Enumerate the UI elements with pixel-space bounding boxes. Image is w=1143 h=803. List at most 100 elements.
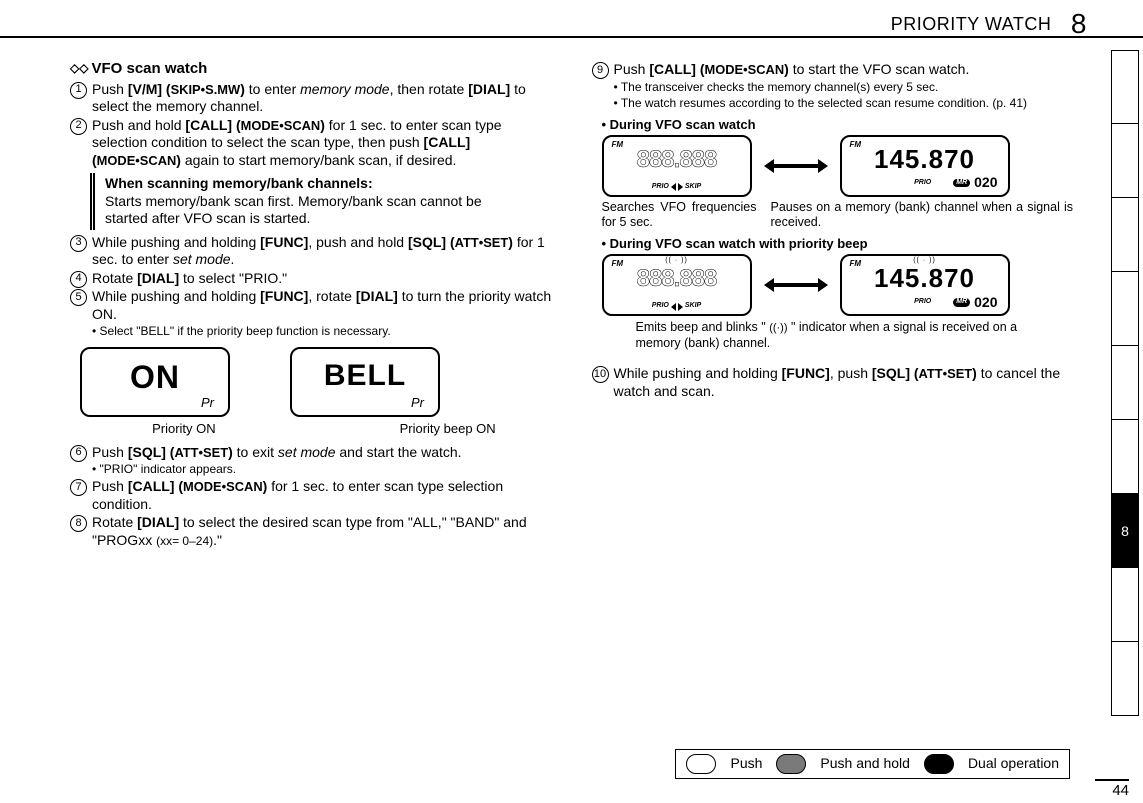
push-icon <box>686 754 716 774</box>
t: , push and hold <box>308 234 408 250</box>
step-num-5: 5 <box>70 289 87 306</box>
double-arrow-icon <box>766 161 826 171</box>
diamond-icon: ◇◇ <box>70 61 88 75</box>
t: Push and hold <box>92 117 185 133</box>
t: [FUNC] <box>260 288 308 304</box>
t: [DIAL] <box>137 270 179 286</box>
section-title: ◇◇VFO scan watch <box>70 60 552 79</box>
lcd-row-left: ON Pr BELL Pr <box>80 347 552 417</box>
t: [CALL] ( <box>649 61 704 77</box>
t: ATT•SET <box>174 445 228 460</box>
lcd-mem-b: 020 <box>974 294 997 312</box>
legend-dual: Dual operation <box>968 755 1059 773</box>
t: , push <box>830 365 872 381</box>
lcd-scan-b: FM (( · )) 888.888 PRIO SKIP <box>602 254 752 316</box>
t: and start the watch. <box>336 444 462 460</box>
state-row-b: FM (( · )) 888.888 PRIO SKIP FM (( · )) … <box>602 254 1074 316</box>
lcd-on-main: ON <box>82 357 228 397</box>
t: Rotate <box>92 514 137 530</box>
t: Push <box>92 478 128 494</box>
lcd-prio2: PRIO <box>914 179 931 188</box>
t: to exit <box>233 444 278 460</box>
step-num-1: 1 <box>70 82 87 99</box>
double-arrow-icon-b <box>766 280 826 290</box>
step-num-7: 7 <box>70 479 87 496</box>
side-tab-blank-4 <box>1111 272 1139 346</box>
steps-left-b: 3 While pushing and holding [FUNC], push… <box>70 234 552 324</box>
t: While pushing and holding <box>614 365 782 381</box>
side-tabs: 8 <box>1111 50 1139 716</box>
skip-icon-b <box>671 303 683 311</box>
t: SKIP•S.MW <box>171 82 241 97</box>
step-num-2: 2 <box>70 118 87 135</box>
lcd-scan: FM 888.888 PRIO SKIP <box>602 135 752 197</box>
t: Push <box>92 444 128 460</box>
t: (xx= 0–24) <box>156 534 213 548</box>
header-title: PRIORITY WATCH <box>891 14 1052 34</box>
step-3: 3 While pushing and holding [FUNC], push… <box>70 234 552 269</box>
t: MODE•SCAN <box>241 118 321 133</box>
t: MODE•SCAN <box>97 153 177 168</box>
t: again to start memory/bank scan, if desi… <box>181 152 456 168</box>
step-4: 4 Rotate [DIAL] to select "PRIO." <box>70 270 552 288</box>
step-num-4: 4 <box>70 271 87 288</box>
lcd-captions-left: Priority ON Priority beep ON <box>80 421 552 437</box>
step9-note1: • The transceiver checks the memory chan… <box>592 80 1074 95</box>
section-heading: VFO scan watch <box>91 60 207 77</box>
t: MODE•SCAN <box>183 479 263 494</box>
t: [V/M] ( <box>128 81 171 97</box>
steps-left-d: 7 Push [CALL] (MODE•SCAN) for 1 sec. to … <box>70 478 552 549</box>
page-number: 44 <box>1095 779 1129 799</box>
lcd-prio: PRIO <box>652 183 669 192</box>
top-rule <box>0 36 1143 38</box>
cap-bell: Priority beep ON <box>344 421 552 437</box>
side-tab-blank-5 <box>1111 346 1139 420</box>
step-6: 6 Push [SQL] (ATT•SET) to exit set mode … <box>70 444 552 462</box>
lcd-blank-b: 888.888 <box>637 265 717 292</box>
push-hold-icon <box>776 754 806 774</box>
step-5: 5 While pushing and holding [FUNC], rota… <box>70 288 552 323</box>
t: . <box>231 251 235 267</box>
columns: ◇◇VFO scan watch 1 Push [V/M] (SKIP•S.MW… <box>70 60 1073 779</box>
side-tab-active: 8 <box>1111 494 1139 568</box>
lcd-memory-b: FM (( · )) 145.870 PRIO MR 020 <box>840 254 1010 316</box>
step-10: 10 While pushing and holding [FUNC], pus… <box>592 365 1074 400</box>
t: Push <box>614 61 650 77</box>
callout: When scanning memory/bank channels: Star… <box>90 173 510 230</box>
t: to start the VFO scan watch. <box>789 61 970 77</box>
step-num-8: 8 <box>70 515 87 532</box>
t: memory mode <box>300 81 389 97</box>
t: ATT•SET <box>455 235 509 250</box>
legend-hold: Push and hold <box>820 755 910 773</box>
step-7: 7 Push [CALL] (MODE•SCAN) for 1 sec. to … <box>70 478 552 513</box>
page: PRIORITY WATCH 8 8 ◇◇VFO scan watch 1 Pu… <box>0 0 1143 803</box>
t: While pushing and holding <box>92 288 260 304</box>
step-num-6: 6 <box>70 445 87 462</box>
lcd-prio3: PRIO <box>652 302 669 311</box>
lcd-blank: 888.888 <box>637 146 717 173</box>
t: [CALL] ( <box>185 117 240 133</box>
t: MODE•SCAN <box>705 62 785 77</box>
lcd-bell-wrap: BELL Pr <box>290 347 440 417</box>
step-1: 1 Push [V/M] (SKIP•S.MW) to enter memory… <box>70 81 552 116</box>
steps-left-c: 6 Push [SQL] (ATT•SET) to exit set mode … <box>70 444 552 462</box>
callout-body: Starts memory/bank scan first. Memory/ba… <box>105 193 510 228</box>
right-column: 9 Push [CALL] (MODE•SCAN) to start the V… <box>592 60 1074 779</box>
t: [DIAL] <box>356 288 398 304</box>
lcd-prio4: PRIO <box>914 298 931 307</box>
t: Push <box>92 81 128 97</box>
cap-search: Searches VFO frequencies for 5 sec. <box>602 200 757 230</box>
t: [FUNC] <box>782 365 830 381</box>
t: set mode <box>278 444 336 460</box>
t: ." <box>213 532 222 548</box>
cap-on: Priority ON <box>80 421 288 437</box>
lcd-freq-b: 145.870 <box>842 262 1008 295</box>
beep-note: Emits beep and blinks " ((·)) " indicato… <box>636 320 1036 351</box>
step-9: 9 Push [CALL] (MODE•SCAN) to start the V… <box>592 61 1074 79</box>
steps-right: 9 Push [CALL] (MODE•SCAN) to start the V… <box>592 61 1074 79</box>
state-row-a: FM 888.888 PRIO SKIP FM 145.870 PRIO MR <box>602 135 1074 197</box>
side-tab-blank-1 <box>1111 50 1139 124</box>
cap-pause: Pauses on a memory (bank) channel when a… <box>771 200 1074 230</box>
lcd-on-wrap: ON Pr <box>80 347 230 417</box>
side-tab-blank-2 <box>1111 124 1139 198</box>
